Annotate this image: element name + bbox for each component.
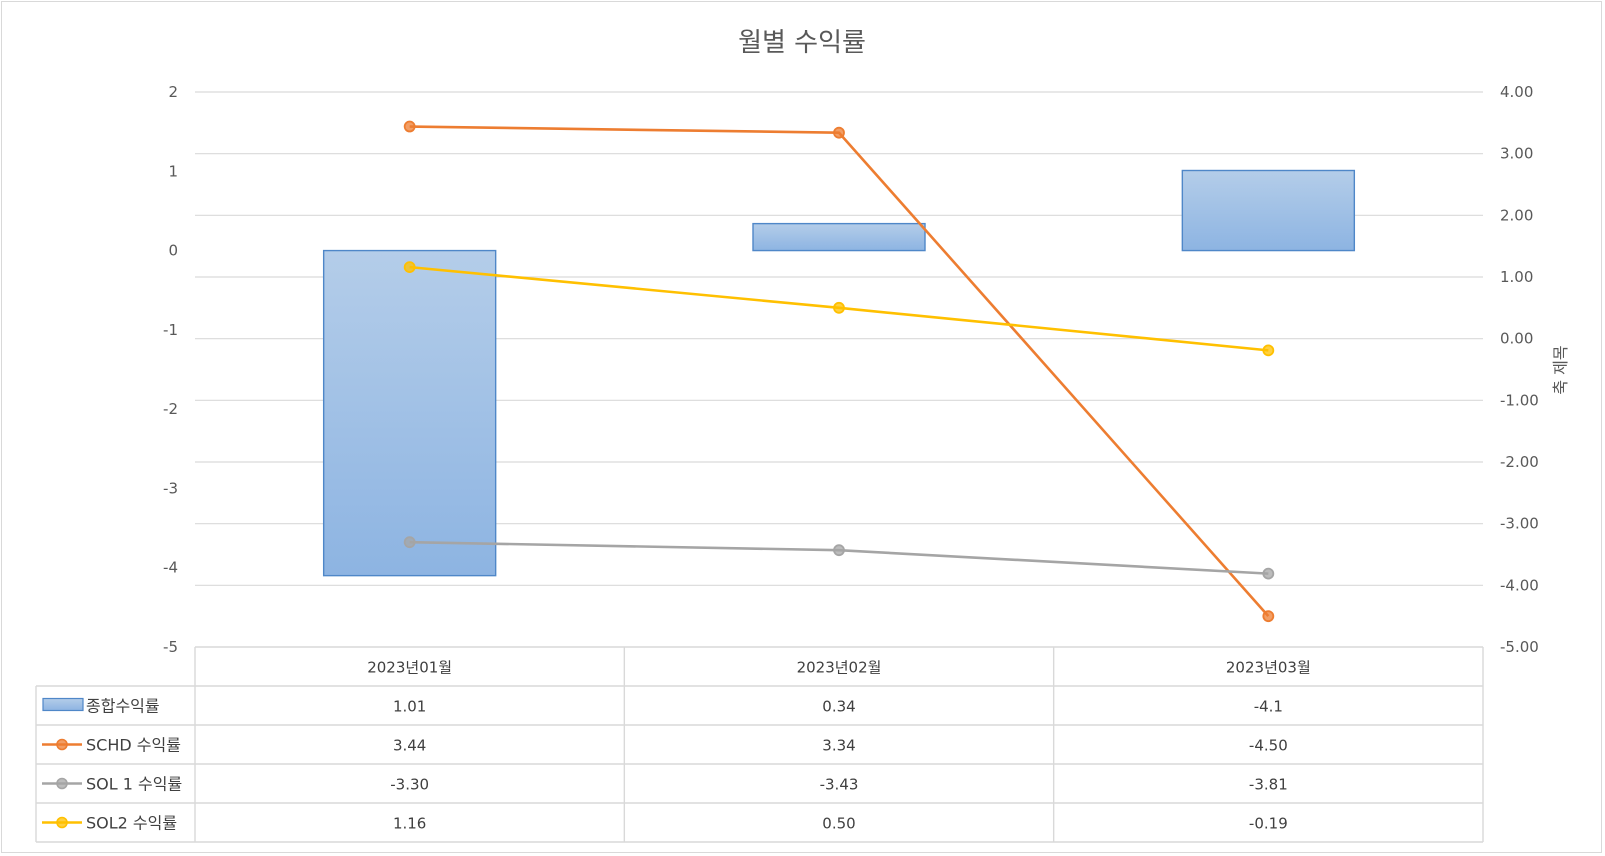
data-label: -3.81 [1249, 776, 1288, 794]
bar [752, 222, 926, 252]
gridlines [195, 91, 1483, 586]
right-axis-title: 축 제목 [1551, 345, 1570, 394]
data-point [404, 537, 415, 548]
left-tick-label: -5 [163, 638, 178, 656]
right-tick-label: -2.00 [1500, 453, 1539, 471]
data-point [834, 302, 844, 313]
line-series [403, 120, 1275, 623]
data-point-outline [403, 536, 416, 549]
legend-key-marker [56, 738, 68, 751]
left-tick-label: -2 [163, 400, 178, 418]
right-tick-label: -4.00 [1500, 576, 1539, 594]
data-point-outline [403, 120, 416, 133]
right-tick-label: -3.00 [1500, 515, 1539, 533]
right-tick-label: 3.00 [1500, 145, 1533, 163]
left-tick-label: 1 [168, 162, 178, 180]
left-tick-label: 2 [168, 83, 178, 101]
right-tick-label: -1.00 [1500, 391, 1539, 409]
data-label: 0.34 [822, 698, 855, 716]
legend-key-marker [56, 816, 68, 829]
data-point [404, 262, 415, 273]
category-label: 2023년03월 [1226, 659, 1311, 677]
data-point [834, 127, 844, 138]
data-point-outline [403, 261, 416, 274]
data-label: -4.50 [1249, 737, 1288, 755]
chart-title: 월별 수익률 [738, 28, 866, 58]
right-tick-label: 4.00 [1500, 83, 1533, 101]
left-tick-label: -1 [163, 321, 178, 339]
right-tick-label: -5.00 [1500, 638, 1539, 656]
data-point [1263, 345, 1274, 356]
legend-label: SCHD 수익률 [86, 736, 181, 755]
category-label: 2023년02월 [797, 659, 882, 677]
left-tick-label: -3 [163, 479, 178, 497]
category-label: 2023년01월 [367, 659, 452, 677]
left-tick-label: -4 [163, 559, 178, 577]
data-label: -3.30 [390, 776, 429, 794]
right-tick-label: 2.00 [1500, 206, 1533, 224]
data-point [404, 121, 415, 132]
series-line [409, 125, 1270, 618]
data-point [1263, 568, 1274, 579]
left-axis: 2 1 0 -1 -2 -3 -4 -5 [163, 83, 178, 656]
right-axis: 4.00 3.00 2.00 1.00 0.00 -1.00 -2.00 -3.00 -4.00… [1500, 83, 1539, 656]
right-tick-label: 0.00 [1500, 330, 1533, 348]
data-point-outline [833, 301, 845, 314]
data-point-outline [1262, 567, 1275, 580]
data-point-outline [1262, 610, 1275, 623]
data-point-outline [833, 544, 845, 557]
legend-label: SOL 1 수익률 [86, 775, 182, 794]
bar [322, 249, 497, 577]
data-label: -3.43 [820, 776, 859, 794]
data-label: 3.34 [822, 737, 855, 755]
bar [1181, 169, 1356, 252]
right-tick-label: 1.00 [1500, 268, 1533, 286]
data-label: -0.19 [1249, 815, 1288, 833]
data-point [1263, 611, 1274, 622]
data-point-outline [1262, 344, 1275, 357]
data-label: 1.01 [393, 698, 426, 716]
legend-label: SOL2 수익률 [86, 814, 177, 833]
left-tick-label: 0 [168, 242, 178, 260]
data-label: 0.50 [822, 815, 855, 833]
data-point-outline [833, 126, 845, 139]
data-point [834, 545, 844, 556]
legend-label: 종합수익률 [86, 697, 160, 716]
data-label: 1.16 [393, 815, 426, 833]
legend-key-marker [56, 777, 68, 790]
bar-series [322, 169, 1356, 577]
legend-key-bar [42, 697, 84, 712]
data-label: -4.1 [1254, 698, 1283, 716]
data-label: 3.44 [393, 737, 426, 755]
